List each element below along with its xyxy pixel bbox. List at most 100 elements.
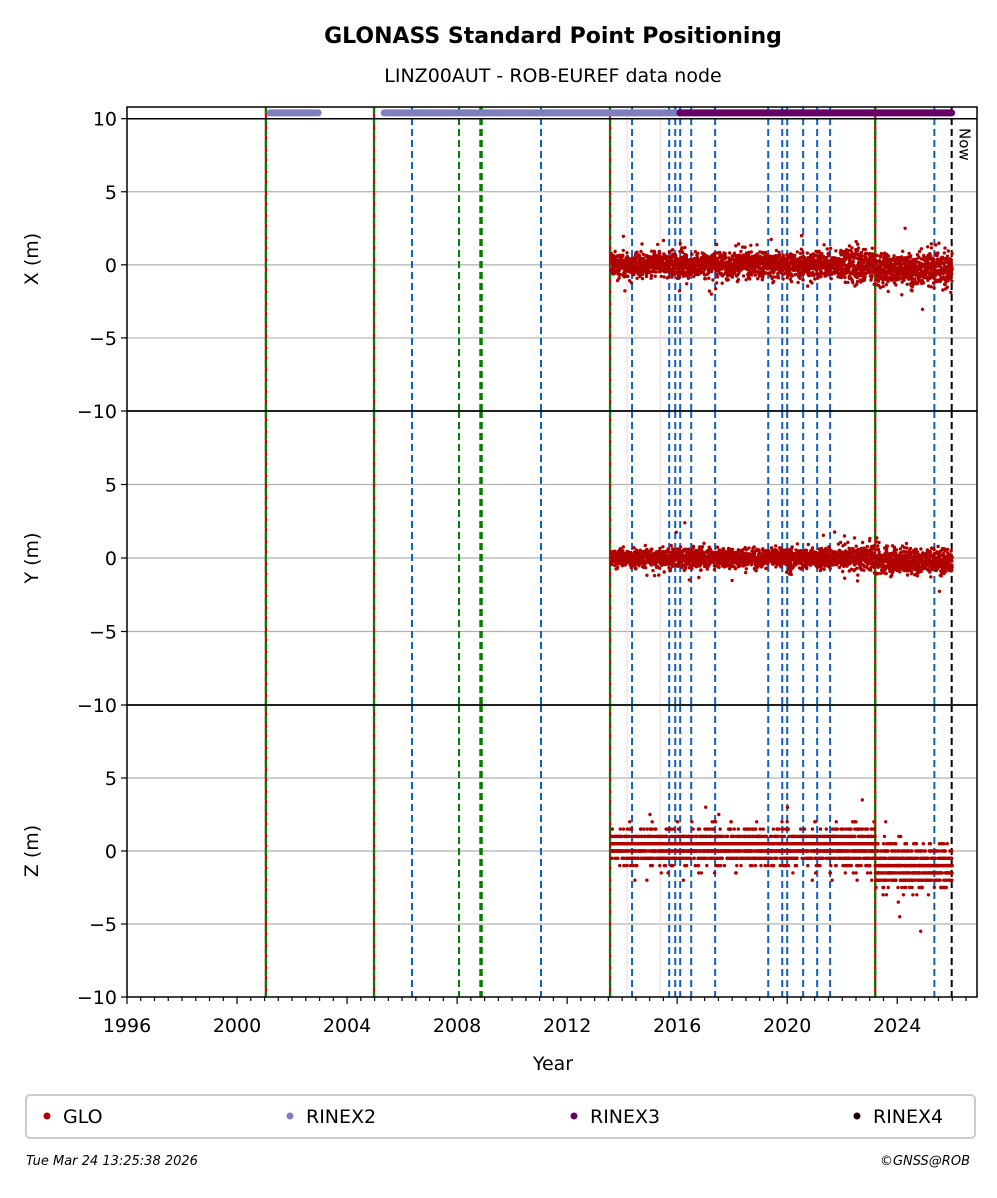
data-point [662, 275, 665, 278]
data-point [932, 286, 935, 289]
data-point [739, 250, 742, 253]
data-point [721, 282, 724, 285]
data-point [876, 254, 879, 257]
data-point [814, 250, 817, 253]
data-point [779, 565, 782, 568]
data-point [704, 277, 707, 280]
data-point [651, 569, 654, 572]
data-point [932, 258, 935, 261]
data-point [650, 548, 653, 551]
data-point [872, 566, 875, 569]
data-point [622, 235, 625, 238]
data-point [855, 545, 858, 548]
data-point [882, 285, 885, 288]
data-point [869, 271, 872, 274]
data-point [632, 546, 635, 549]
data-point [750, 563, 753, 566]
data-point [778, 253, 781, 256]
legend-label-rinex3: RINEX3 [590, 1106, 660, 1128]
data-point [936, 251, 939, 254]
data-point [742, 274, 745, 277]
data-point [872, 547, 875, 550]
data-point [866, 545, 869, 548]
data-point [644, 566, 647, 569]
data-point [950, 279, 953, 282]
data-point [654, 270, 657, 273]
data-point [622, 545, 625, 548]
data-point [708, 289, 711, 292]
data-point [630, 281, 633, 284]
data-point [744, 278, 747, 281]
data-point [892, 254, 895, 257]
data-point [781, 277, 784, 280]
data-point [639, 250, 642, 253]
data-point [843, 276, 846, 279]
data-point [755, 569, 758, 572]
data-point [929, 285, 932, 288]
data-point [909, 254, 912, 257]
data-point [764, 251, 767, 254]
data-point [667, 547, 670, 550]
data-point [843, 534, 846, 537]
legend-label-rinex4: RINEX4 [873, 1106, 943, 1128]
y-tick-label: 5 [105, 182, 117, 204]
data-point [685, 282, 688, 285]
data-point [744, 571, 747, 574]
data-point [950, 258, 953, 261]
data-point [716, 546, 719, 549]
data-point [796, 281, 799, 284]
y-tick-label: −5 [89, 328, 117, 350]
data-point [613, 250, 616, 253]
data-point [776, 551, 779, 554]
data-point [662, 239, 665, 242]
data-point [687, 277, 690, 280]
data-point [621, 254, 624, 257]
data-point [943, 251, 946, 254]
data-point [856, 573, 859, 576]
data-point [674, 254, 677, 257]
data-point [811, 271, 814, 274]
data-point [715, 281, 718, 284]
data-point [801, 251, 804, 254]
data-point [921, 308, 924, 311]
data-point [856, 579, 859, 582]
data-point [678, 289, 681, 292]
data-point [862, 569, 865, 572]
data-point [690, 567, 693, 570]
chart-subtitle: LINZ00AUT - ROB-EUREF data node [384, 65, 721, 87]
data-point [829, 567, 832, 570]
data-point [683, 246, 686, 249]
data-point [696, 252, 699, 255]
data-point [850, 246, 853, 249]
data-point [910, 289, 913, 292]
data-point [833, 530, 836, 533]
data-point [846, 541, 849, 544]
data-point [906, 283, 909, 286]
data-point [846, 281, 849, 284]
legend-marker-rinex4 [854, 1113, 861, 1120]
data-point [684, 565, 687, 568]
data-point [918, 250, 921, 253]
legend-box [26, 1095, 975, 1138]
data-point [645, 275, 648, 278]
data-point [716, 275, 719, 278]
data-point [863, 276, 866, 279]
data-point [641, 277, 644, 280]
data-point [790, 280, 793, 283]
y-axis-label: X (m) [21, 233, 43, 285]
data-point [681, 251, 684, 254]
data-point [864, 248, 867, 251]
data-point [839, 541, 842, 544]
data-point [745, 567, 748, 570]
data-point [749, 244, 752, 247]
data-point [794, 273, 797, 276]
data-point [753, 545, 756, 548]
data-point [668, 251, 671, 254]
y-tick-label: 0 [105, 548, 117, 570]
data-point [737, 242, 740, 245]
data-point [805, 566, 808, 569]
y-tick-label: 10 [93, 109, 117, 131]
data-point [790, 573, 793, 576]
y-tick-label: 5 [105, 475, 117, 497]
